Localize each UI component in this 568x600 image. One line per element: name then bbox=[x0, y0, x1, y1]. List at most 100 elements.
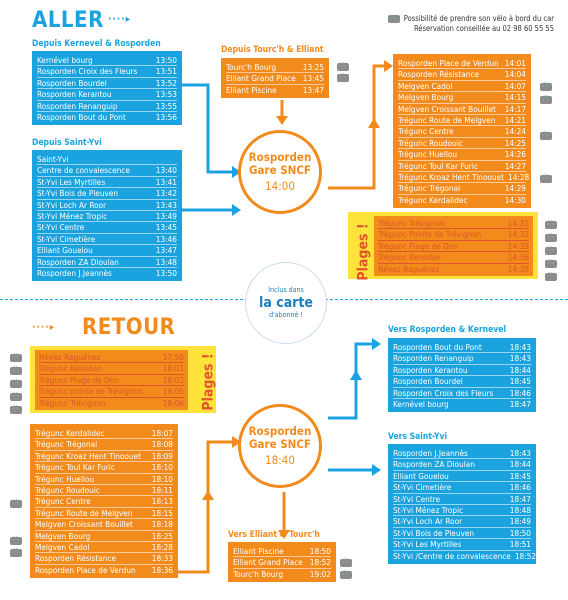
bike-icon bbox=[10, 546, 22, 557]
stop-time: 18:10 bbox=[151, 462, 173, 473]
table-row: St-Yvi Loch Ar Roor 13:43 bbox=[37, 200, 177, 212]
stop-name: Rosporden Résistance bbox=[398, 69, 480, 80]
stop-time: 13:47 bbox=[302, 84, 324, 95]
stop-time: 18:47 bbox=[509, 493, 531, 504]
stop-time: 14:27 bbox=[504, 160, 526, 171]
table-row: St-Yvi Les Myrtilles 18:51 bbox=[393, 539, 531, 551]
stop-name: St-Yvi Cimetière bbox=[393, 482, 452, 493]
stop-time: 18:28 bbox=[151, 542, 173, 553]
table-row: Trégunc Kersidan 18:01 bbox=[39, 363, 184, 375]
stop-name: Melgven Croissant Bouillet bbox=[35, 519, 133, 530]
stop-name: Trégunc Trévignon bbox=[378, 218, 445, 228]
table-row: Tourc'h Bourg 13:25 bbox=[226, 62, 324, 74]
stop-name: Tourc'h Bourg bbox=[226, 62, 276, 72]
stop-time: 13:45 bbox=[302, 73, 324, 84]
bike-note: Possibilité de prendre son vélo à bord d… bbox=[387, 12, 554, 34]
table-row: Rosporden Kerantou 18:44 bbox=[393, 365, 531, 377]
stop-name: Trégunc Huellou bbox=[35, 473, 95, 484]
stop-time bbox=[173, 154, 177, 164]
bike-icon bbox=[10, 403, 22, 414]
stop-time: 14:32 bbox=[507, 229, 529, 240]
stop-name: Trégunc Trégonal bbox=[398, 183, 461, 194]
stop-time: 13:47 bbox=[155, 245, 177, 256]
stop-name: Trégunc Kerdalidec bbox=[398, 194, 468, 205]
stop-name: Melgven Bourg bbox=[398, 92, 454, 103]
stop-time: 13:55 bbox=[155, 100, 177, 111]
stop-time: 14:17 bbox=[504, 103, 526, 114]
table-row: Trégunc Trévignon 18:06 bbox=[39, 398, 184, 408]
stop-time: 18:18 bbox=[151, 519, 173, 530]
stop-name: Rosporden Kerantou bbox=[37, 89, 112, 100]
stop-name: St-Yvi Centre bbox=[393, 493, 441, 504]
stop-time: 18:52 bbox=[309, 557, 331, 568]
retour-elliant-header: Vers Elliant & Tourc'h bbox=[228, 530, 320, 540]
aller-hub: Rosporden Gare SNCF 14:00 bbox=[238, 130, 322, 214]
bike-icon bbox=[10, 351, 22, 362]
stop-time: 14:07 bbox=[504, 80, 526, 91]
aller-hub-name-2: Gare SNCF bbox=[249, 163, 311, 177]
table-row: Centre de convalescence 13:40 bbox=[37, 165, 177, 177]
stop-time: 13:49 bbox=[155, 211, 177, 222]
stop-time: 18:06 bbox=[162, 397, 184, 408]
stop-name: Trégunc Toul Kar Furic bbox=[398, 160, 478, 171]
table-row: Melgven Cadol 18:28 bbox=[35, 542, 173, 554]
stop-name: St-Yvi Les Myrtilles bbox=[393, 539, 462, 550]
stop-name: Elliant Gouelou bbox=[37, 245, 93, 256]
stop-time: 18:51 bbox=[509, 539, 531, 550]
table-row: Trégunc Roudouic 14:25 bbox=[398, 138, 526, 150]
stop-time: 14:26 bbox=[504, 149, 526, 160]
stop-name: Trégunc Kroaz Hent Tinoouet bbox=[398, 172, 505, 183]
stop-name: St-Yvi Ménez Tropic bbox=[37, 211, 108, 222]
retour-saintyvi-header: Vers Saint-Yvi bbox=[388, 432, 448, 442]
bike-icon bbox=[545, 244, 557, 255]
stop-name: Rosporden J.Jeannès bbox=[37, 268, 112, 279]
table-row: Rosporden Renanguip 13:55 bbox=[37, 100, 177, 113]
aller-plages-box: Trégunc Trévignon 14:31 Trégunc Pointe de … bbox=[348, 212, 538, 280]
retour-hub-time: 18:40 bbox=[265, 453, 295, 467]
stop-time: 13:45 bbox=[155, 222, 177, 233]
stop-time: 18:08 bbox=[151, 439, 173, 450]
table-row: Rosporden J.Jeannès 13:50 bbox=[37, 268, 177, 278]
table-row: Kernével bourg 18:47 bbox=[393, 399, 531, 409]
table-row: St-Yvi Ménez Tropic 18:48 bbox=[393, 505, 531, 517]
stop-name: Rosporden J.Jeannès bbox=[393, 448, 468, 458]
table-row: Melgven Croissant Bouillet 18:18 bbox=[35, 519, 173, 531]
table-row: Elliant Gouelou 18:45 bbox=[393, 470, 531, 483]
table-row: Trégunc Kersidan 14:36 bbox=[378, 252, 529, 264]
table-row: Rosporden Bout du Pont 13:56 bbox=[37, 112, 177, 122]
table-row: Rosporden Place de Verdun 18:36 bbox=[35, 565, 173, 575]
aller-title-arrow-icon: ····▸ bbox=[108, 14, 132, 25]
table-row: Elliant Grand Place 13:45 bbox=[226, 73, 324, 85]
stop-name: Elliant Gouelou bbox=[393, 470, 449, 481]
stop-name: St-Yvi Cimetière bbox=[37, 233, 96, 244]
stop-name: Rosporden Bout du Pont bbox=[37, 112, 126, 123]
table-row: Trégunc Trévignon 14:31 bbox=[378, 218, 529, 230]
stop-time: 18:45 bbox=[509, 376, 531, 387]
bike-icon bbox=[337, 60, 349, 71]
table-row: St-Yvi Loch Ar Roor 18:49 bbox=[393, 516, 531, 528]
table-row: Trégunc Huellou 14:26 bbox=[398, 149, 526, 161]
stop-name: Rosporden Croix des Fleurs bbox=[393, 387, 494, 398]
table-row: Rosporden ZA Dioulan 13:48 bbox=[37, 257, 177, 269]
bike-icon bbox=[10, 497, 22, 508]
table-row: Saint-Yvi bbox=[37, 154, 177, 166]
bike-icon bbox=[545, 257, 557, 268]
table-row: Trégunc Route de Melgven 14:21 bbox=[398, 115, 526, 127]
stop-time: 14:15 bbox=[504, 92, 526, 103]
table-row: Trégunc Centre 14:24 bbox=[398, 126, 526, 138]
carte-line2: d'abonné ! bbox=[269, 311, 303, 319]
aller-title: ALLER bbox=[32, 8, 104, 33]
stop-time: 13:25 bbox=[302, 62, 324, 72]
table-row: Elliant Piscine 18:50 bbox=[233, 546, 331, 558]
table-row: St-Yvi Bois de Pleuven 13:42 bbox=[37, 188, 177, 200]
stop-name: Névez Raguénez bbox=[39, 352, 101, 362]
retour-plages-box: Névez Raguénez 17:58 Trégunc Kersidan 18:01… bbox=[30, 346, 216, 414]
retour-orig-table: Trégunc Kerdalidec 18:07 Trégunc Trégonal 1… bbox=[30, 424, 178, 579]
bike-icon bbox=[540, 93, 552, 104]
table-row: Trégunc Centre 18:13 bbox=[35, 496, 173, 508]
table-row: Elliant Gouelou 13:47 bbox=[37, 245, 177, 257]
table-row: Trégunc Pointe de Trévignon 14:32 bbox=[378, 229, 529, 241]
retour-hub-name-2: Gare SNCF bbox=[249, 437, 311, 451]
stop-time: 14:21 bbox=[504, 115, 526, 126]
stop-time: 14:01 bbox=[504, 58, 526, 68]
